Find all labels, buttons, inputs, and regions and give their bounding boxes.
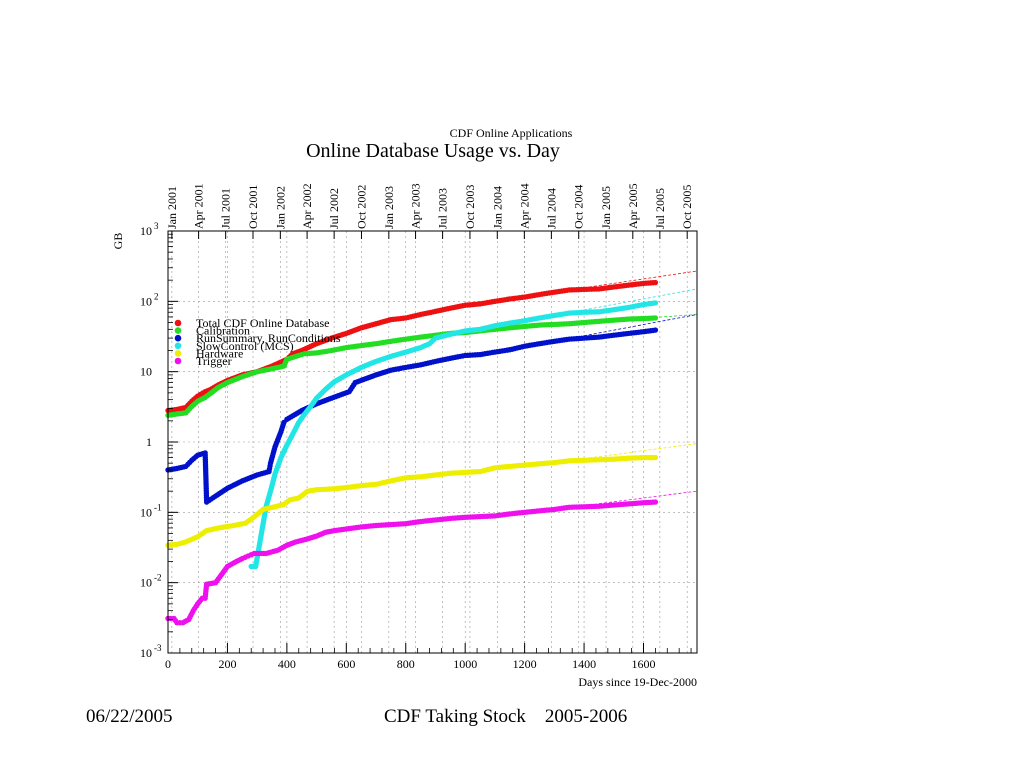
data-point bbox=[652, 454, 659, 461]
y-tick-label: 10 bbox=[140, 646, 152, 660]
chart-header: CDF Online Applications bbox=[450, 126, 573, 140]
x-tick-label: 400 bbox=[278, 657, 296, 671]
legend-label: Hardware bbox=[196, 346, 243, 360]
y-tick-label: 10 bbox=[140, 576, 152, 590]
legend-label: Total CDF Online Database bbox=[196, 316, 329, 330]
series-4 bbox=[165, 454, 659, 548]
usage-chart: CDF Online Applications Online Database … bbox=[111, 126, 698, 689]
legend-marker bbox=[174, 350, 182, 357]
fit-line bbox=[554, 443, 698, 463]
date-tick-label: Apr 2004 bbox=[517, 183, 531, 229]
data-point bbox=[652, 499, 659, 505]
grid bbox=[167, 231, 697, 653]
legend-marker bbox=[174, 342, 182, 350]
y-tick-exponent: 2 bbox=[154, 291, 159, 301]
chart-title: Online Database Usage vs. Day bbox=[306, 140, 560, 162]
date-tick-label: Jan 2001 bbox=[165, 186, 179, 229]
date-tick-label: Apr 2003 bbox=[409, 183, 423, 229]
date-tick-label: Apr 2001 bbox=[192, 183, 206, 229]
x-tick-label: 1400 bbox=[572, 657, 596, 671]
x-tick-label: 800 bbox=[397, 657, 415, 671]
legend-label: SlowControl (MCS) bbox=[196, 339, 294, 353]
date-tick-label: Jul 2002 bbox=[327, 188, 341, 229]
y-tick-exponent: 3 bbox=[154, 221, 159, 231]
fit-line bbox=[554, 314, 698, 342]
x-tick-label: 600 bbox=[337, 657, 355, 671]
date-tick-label: Jul 2001 bbox=[219, 188, 233, 229]
legend-marker bbox=[174, 357, 182, 365]
footer-date: 06/22/2005 bbox=[86, 706, 173, 727]
date-tick-label: Jan 2003 bbox=[382, 186, 396, 229]
date-tick-label: Oct 2002 bbox=[354, 185, 368, 229]
date-tick-label: Apr 2002 bbox=[300, 183, 314, 229]
date-tick-label: Jan 2002 bbox=[273, 186, 287, 229]
date-tick-label: Oct 2001 bbox=[246, 185, 260, 229]
series-markers bbox=[165, 279, 659, 626]
x-tick-label: 1600 bbox=[632, 657, 656, 671]
series-5 bbox=[165, 499, 659, 626]
data-point bbox=[652, 279, 659, 286]
fit-line bbox=[554, 490, 698, 510]
legend-marker bbox=[174, 327, 182, 334]
fit-line bbox=[554, 270, 698, 293]
x-axis-label: Days since 19-Dec-2000 bbox=[578, 675, 697, 689]
date-tick-label: Apr 2005 bbox=[626, 183, 640, 229]
date-tick-label: Jul 2004 bbox=[544, 188, 558, 229]
x-tick-label: 200 bbox=[218, 657, 236, 671]
y-tick-label: 10 bbox=[140, 224, 152, 238]
data-point bbox=[652, 327, 659, 333]
data-point bbox=[652, 315, 659, 321]
y-tick-label: 1 bbox=[146, 435, 152, 449]
x-tick-label: 0 bbox=[165, 657, 171, 671]
legend-marker bbox=[174, 319, 182, 327]
legend-marker bbox=[174, 334, 182, 342]
y-tick-label: 10 bbox=[140, 505, 152, 519]
date-tick-label: Jul 2005 bbox=[653, 188, 667, 229]
date-tick-label: Jan 2005 bbox=[599, 186, 613, 229]
footer-title: CDF Taking Stock 2005-2006 bbox=[384, 706, 628, 727]
y-tick-exponent: -3 bbox=[154, 643, 162, 653]
y-tick-exponent: -2 bbox=[154, 573, 162, 583]
y-tick-exponent: -1 bbox=[154, 502, 162, 512]
y-axis-label: GB bbox=[111, 233, 125, 250]
y-tick-label: 10 bbox=[140, 365, 152, 379]
legend-label: RunSummary, RunConditions bbox=[196, 331, 341, 345]
date-tick-label: Jan 2004 bbox=[490, 186, 504, 229]
date-tick-label: Jul 2003 bbox=[436, 188, 450, 229]
data-point bbox=[652, 300, 659, 306]
axes: Jan 2001 Apr 2001 Jul 2001 Oct 2001 Jan 2002… bbox=[140, 183, 694, 671]
x-tick-label: 1200 bbox=[513, 657, 537, 671]
x-tick-label: 1000 bbox=[453, 657, 477, 671]
series-2 bbox=[165, 327, 659, 505]
date-tick-label: Oct 2005 bbox=[680, 185, 694, 229]
fit-line bbox=[554, 288, 698, 316]
date-tick-label: Oct 2004 bbox=[572, 185, 586, 229]
legend-label: Calibration bbox=[196, 324, 250, 338]
legend-label: Trigger bbox=[196, 354, 232, 368]
plot-frame bbox=[167, 230, 698, 654]
date-tick-label: Oct 2003 bbox=[463, 185, 477, 229]
legend: Total CDF Online DatabaseCalibrationRunS… bbox=[174, 316, 341, 368]
y-tick-label: 10 bbox=[140, 294, 152, 308]
